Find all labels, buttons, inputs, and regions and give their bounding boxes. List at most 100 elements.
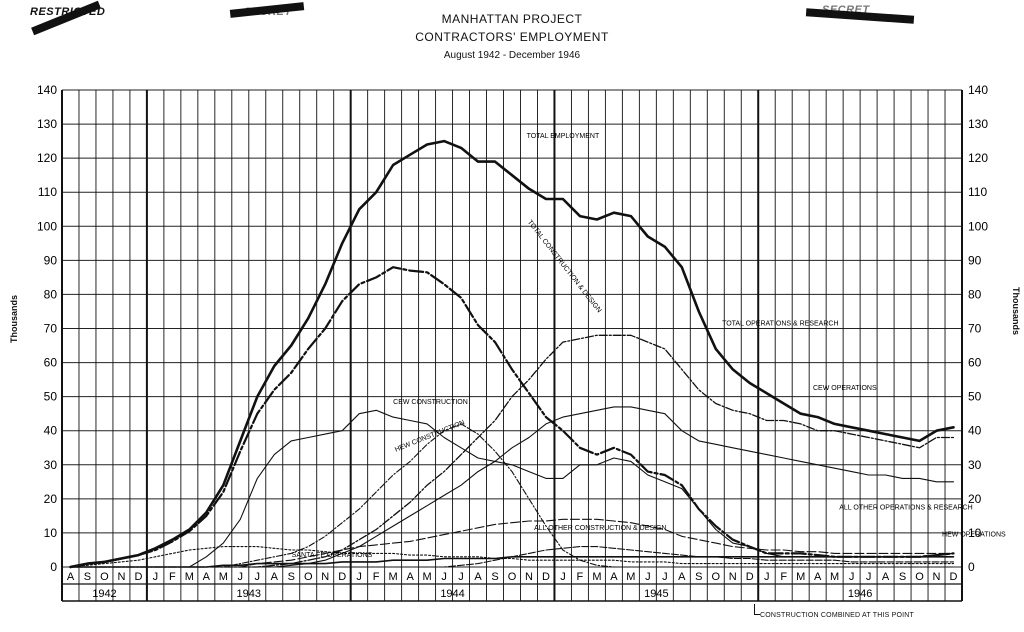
series-label: TOTAL OPERATIONS & RESEARCH [722,321,838,328]
y-tick-label-right: 0 [968,560,975,574]
y-axis-title-right: Thousands [1011,286,1022,336]
month-tick-label: S [288,571,295,583]
series-label: CEW OPERATIONS [813,385,877,392]
year-label: 1943 [237,588,261,600]
month-tick-label: D [746,571,754,583]
month-tick-label: J [764,571,770,583]
month-tick-label: A [203,571,211,583]
series-label: CEW CONSTRUCTION [393,399,468,406]
month-tick-label: F [373,571,380,583]
month-tick-label: A [678,571,686,583]
month-tick-label: N [933,571,941,583]
y-tick-label-left: 30 [44,458,58,472]
y-tick-label-right: 130 [968,117,988,131]
y-tick-label-left: 10 [44,526,58,540]
series-line [69,266,955,569]
month-tick-label: M [219,571,228,583]
note-pointer [754,604,760,615]
y-tick-label-right: 80 [968,287,982,301]
y-tick-label-left: 40 [44,424,58,438]
construction-combined-note: CONSTRUCTION COMBINED AT THIS POINT [754,604,915,619]
y-tick-label-left: 90 [44,253,58,267]
y-tick-label-left: 100 [37,219,57,233]
month-tick-label: M [592,571,601,583]
month-tick-label: M [796,571,805,583]
y-tick-label-left: 50 [44,390,58,404]
year-label: 1945 [644,588,668,600]
y-tick-label-left: 20 [44,492,58,506]
series-label: HEW OPERATIONS [942,532,1006,539]
y-tick-label-left: 130 [37,117,57,131]
y-tick-label-right: 120 [968,151,988,165]
month-tick-label: D [338,571,346,583]
month-tick-label: M [423,571,432,583]
month-tick-label: J [238,571,244,583]
month-tick-label: F [780,571,787,583]
month-tick-label: A [67,571,75,583]
y-tick-label-left: 60 [44,356,58,370]
series-line [69,555,955,568]
chart-period: August 1942 - December 1946 [443,50,581,61]
y-tick-label-left: 140 [37,83,57,97]
year-label: 1942 [92,588,116,600]
series-line [69,139,955,569]
year-label: 1946 [848,588,872,600]
month-tick-label: S [899,571,906,583]
month-tick-label: J [560,571,566,583]
y-tick-label-right: 20 [968,492,982,506]
month-tick-label: J [645,571,651,583]
month-tick-label: D [950,571,958,583]
month-tick-label: S [695,571,702,583]
month-tick-label: J [849,571,855,583]
month-tick-label: O [711,571,720,583]
month-tick-label: M [389,571,398,583]
month-tick-label: F [577,571,584,583]
month-tick-label: J [153,571,159,583]
month-tick-label: J [255,571,261,583]
y-tick-label-left: 120 [37,151,57,165]
month-tick-label: N [525,571,533,583]
month-tick-label: S [84,571,91,583]
month-tick-label: D [134,571,142,583]
month-tick-label: A [406,571,414,583]
series-line [69,423,955,568]
y-tick-label-left: 70 [44,322,58,336]
series-label: ALL OTHER OPERATIONS & RESEARCH [839,504,972,511]
chart-title: MANHATTAN PROJECT [441,12,583,26]
month-tick-label: M [830,571,839,583]
month-tick-label: O [915,571,924,583]
month-tick-label: M [185,571,194,583]
month-tick-label: A [271,571,279,583]
y-tick-label-right: 40 [968,424,982,438]
series-label: TOTAL EMPLOYMENT [527,133,600,140]
y-tick-label-right: 70 [968,322,982,336]
month-tick-label: N [729,571,737,583]
month-tick-label: N [117,571,125,583]
series-label: HEW CONSTRUCTION [394,419,466,453]
month-tick-label: D [542,571,550,583]
y-tick-label-left: 110 [38,185,57,199]
y-axis-title-left: Thousands [9,294,20,344]
series-line [69,546,955,568]
note-text: CONSTRUCTION COMBINED AT THIS POINT [760,612,915,619]
chart-title-block: MANHATTAN PROJECT CONTRACTORS' EMPLOYMEN… [0,8,1024,67]
y-tick-label-right: 30 [968,458,982,472]
month-tick-label: O [304,571,313,583]
series-label: ALL OTHER CONSTRUCTION & DESIGN [534,525,666,532]
month-tick-label: O [508,571,517,583]
y-tick-label-left: 0 [50,560,57,574]
month-tick-label: A [610,571,618,583]
y-tick-label-right: 100 [968,219,988,233]
month-tick-label: S [491,571,498,583]
y-tick-label-right: 10 [968,526,982,540]
month-tick-label: J [662,571,668,583]
month-tick-label: N [321,571,329,583]
month-tick-label: A [882,571,890,583]
month-tick-label: M [626,571,635,583]
y-tick-label-right: 50 [968,390,982,404]
month-tick-label: A [814,571,822,583]
month-tick-label: J [441,571,447,583]
y-tick-label-left: 80 [44,287,58,301]
year-label: 1944 [440,588,464,600]
